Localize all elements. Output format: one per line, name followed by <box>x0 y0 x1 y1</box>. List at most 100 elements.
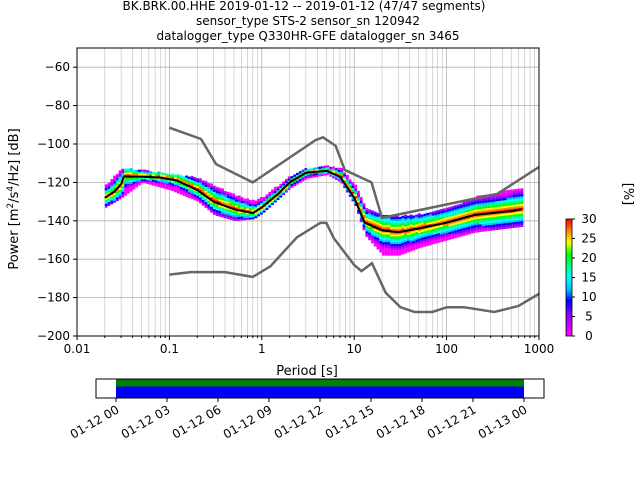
heatmap-cell <box>406 232 410 236</box>
heatmap-cell <box>520 222 524 226</box>
heatmap-cell <box>229 196 233 199</box>
heatmap-cell <box>196 183 200 187</box>
heatmap-cell <box>160 179 164 183</box>
heatmap-cell <box>215 194 219 197</box>
heatmap-cell <box>284 186 288 189</box>
heatmap-cell <box>418 244 421 247</box>
heatmap-cell <box>390 238 394 241</box>
heatmap-cell <box>484 198 488 201</box>
heatmap-cell <box>276 190 280 193</box>
heatmap-cell <box>243 214 247 217</box>
heatmap-cell <box>201 195 205 199</box>
heatmap-cell <box>418 213 421 216</box>
heatmap-cell <box>503 209 507 212</box>
heatmap-cell <box>345 180 349 183</box>
heatmap-cell <box>387 240 391 243</box>
heatmap-cell <box>218 195 222 198</box>
heatmap-cell <box>420 222 424 225</box>
heatmap-cell <box>174 186 177 189</box>
heatmap-cell <box>420 218 424 221</box>
heatmap-cell <box>373 238 377 241</box>
heatmap-cell <box>243 204 247 207</box>
axes-frame <box>76 47 540 337</box>
heatmap-cell <box>210 196 213 200</box>
heatmap-cell <box>473 205 477 208</box>
heatmap-cell <box>406 242 410 245</box>
heatmap-cell <box>437 238 441 241</box>
heatmap-cell <box>512 216 516 219</box>
heatmap-cell <box>470 212 474 215</box>
colorbar-tick-label: 20 <box>581 251 596 265</box>
heatmap-cell <box>118 191 122 194</box>
heatmap-cell <box>138 183 141 186</box>
heatmap-cell <box>368 211 371 214</box>
heatmap-cell <box>456 206 460 209</box>
heatmap-cell <box>406 244 410 247</box>
heatmap-cell <box>445 230 449 233</box>
heatmap-cell <box>465 202 468 205</box>
heatmap-cell <box>337 179 341 182</box>
heatmap-cell <box>503 213 507 216</box>
heatmap-cell <box>420 237 424 240</box>
heatmap-cell <box>370 233 374 236</box>
heatmap-cell <box>215 211 219 215</box>
heatmap-cell <box>260 208 263 211</box>
title-line-2: sensor_type STS-2 sensor_sn 120942 <box>196 14 420 28</box>
heatmap-cell <box>387 236 391 239</box>
heatmap-cell <box>490 209 493 212</box>
heatmap-cell <box>409 249 413 252</box>
heatmap-cell <box>171 183 175 186</box>
heatmap-cell <box>498 194 502 198</box>
heatmap-cell <box>420 235 424 238</box>
heatmap-cell <box>423 217 427 220</box>
heatmap-cell <box>515 219 518 222</box>
heatmap-cell <box>224 210 227 213</box>
heatmap-cell <box>265 200 269 203</box>
heatmap-cell <box>401 234 405 238</box>
heatmap-cell <box>199 180 202 183</box>
heatmap-cell <box>207 194 211 197</box>
heatmap-cell <box>271 202 274 206</box>
heatmap-cell <box>215 196 219 199</box>
heatmap-cell <box>395 247 399 250</box>
heatmap-cell <box>415 241 419 244</box>
heatmap-cell <box>434 233 438 236</box>
heatmap-cell <box>451 236 455 239</box>
heatmap-cell <box>343 172 346 175</box>
heatmap-cell <box>221 207 225 210</box>
heatmap-cell <box>190 181 194 184</box>
heatmap-cell <box>113 200 116 203</box>
heatmap-cell <box>224 200 227 203</box>
heatmap-cell <box>487 228 491 232</box>
heatmap-cell <box>348 181 352 184</box>
heatmap-cell <box>515 212 518 215</box>
heatmap-cell <box>470 210 474 213</box>
heatmap-cell <box>104 188 108 191</box>
heatmap-cell <box>368 230 371 233</box>
heatmap-cell <box>437 236 441 239</box>
heatmap-cell <box>126 170 130 173</box>
heatmap-cell <box>251 213 255 216</box>
heatmap-cell <box>124 191 127 194</box>
heatmap-cell <box>160 181 164 185</box>
heatmap-cell <box>404 241 407 244</box>
heatmap-cell <box>495 197 499 200</box>
heatmap-cell <box>390 226 394 229</box>
heatmap-cell <box>451 215 455 218</box>
heatmap-cell <box>321 168 324 171</box>
heatmap-cell <box>376 230 380 233</box>
heatmap-cell <box>376 224 380 227</box>
heatmap-cell <box>448 235 452 238</box>
heatmap-cell <box>268 191 272 195</box>
heatmap-cell <box>506 207 510 210</box>
heatmap-cell <box>185 179 188 182</box>
heatmap-cell <box>276 186 280 189</box>
heatmap-cell <box>115 179 119 182</box>
heatmap-cell <box>174 174 177 177</box>
heatmap-cell <box>376 214 380 217</box>
heatmap-cell <box>517 198 521 201</box>
heatmap-cell <box>387 234 391 237</box>
heatmap-cell <box>115 196 119 200</box>
heatmap-cell <box>406 215 410 218</box>
heatmap-cell <box>340 173 344 176</box>
